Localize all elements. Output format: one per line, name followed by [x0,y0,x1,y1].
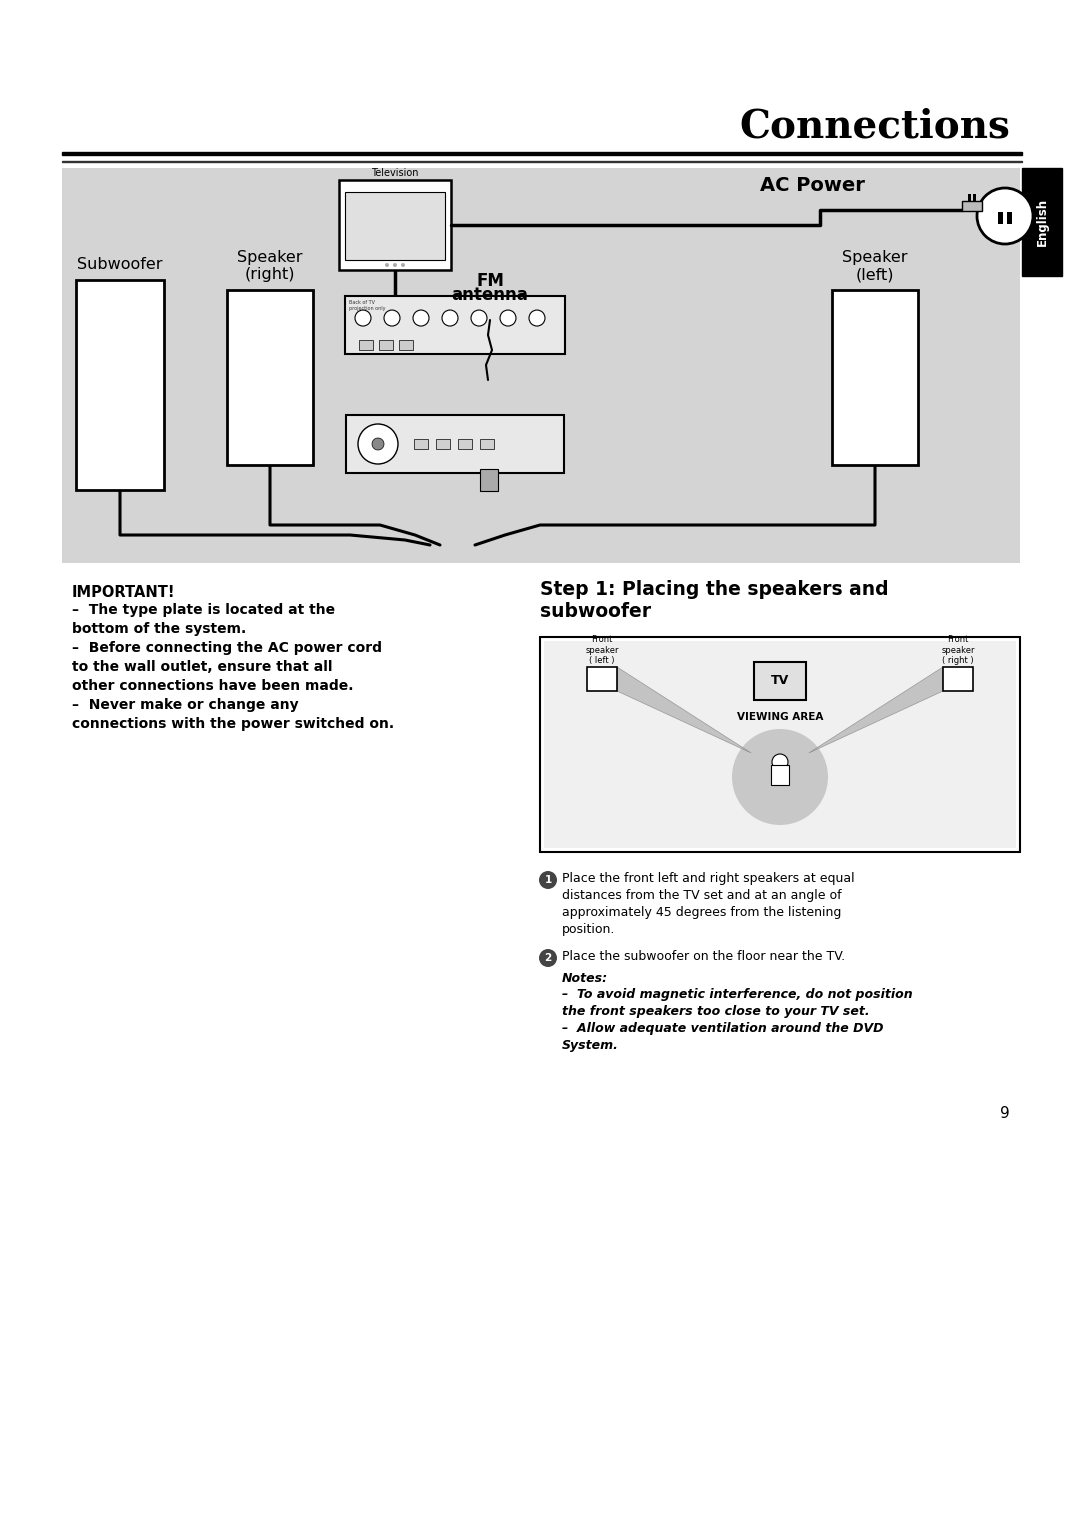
Bar [588,668,617,691]
Text: bottom of the system.: bottom of the system. [72,622,246,636]
Circle shape [413,310,429,325]
Bar [346,416,564,474]
Text: Step 1: Placing the speakers and: Step 1: Placing the speakers and [540,581,889,599]
Circle shape [393,263,397,267]
Circle shape [442,310,458,325]
Text: to the wall outlet, ensure that all: to the wall outlet, ensure that all [72,660,333,674]
Circle shape [772,753,788,770]
Bar [968,194,971,202]
Bar [480,439,494,449]
Text: the front speakers too close to your TV set.: the front speakers too close to your TV … [562,1005,869,1018]
Bar [345,193,445,260]
Bar [379,341,393,350]
Bar [544,642,1016,848]
Bar [832,290,918,465]
Circle shape [732,729,828,825]
Bar [540,637,1020,853]
Circle shape [384,310,400,325]
Bar [754,662,806,700]
Text: Front
speaker
( left ): Front speaker ( left ) [585,636,619,665]
Text: VIEWING AREA: VIEWING AREA [737,712,823,723]
Bar [345,296,565,354]
Text: –  Allow adequate ventilation around the DVD: – Allow adequate ventilation around the … [562,1022,883,1034]
Circle shape [539,949,557,967]
Text: other connections have been made.: other connections have been made. [72,678,353,694]
Text: –  Before connecting the AC power cord: – Before connecting the AC power cord [72,642,382,656]
Circle shape [401,263,405,267]
Text: Connections: Connections [739,107,1010,145]
Bar [62,168,1020,562]
Bar [458,439,472,449]
Text: 2: 2 [544,953,552,963]
Text: –  The type plate is located at the: – The type plate is located at the [72,604,335,617]
Text: connections with the power switched on.: connections with the power switched on. [72,717,394,730]
Text: FM: FM [476,272,504,290]
Bar [227,290,313,465]
Text: Front
speaker
( right ): Front speaker ( right ) [942,636,975,665]
Text: approximately 45 degrees from the listening: approximately 45 degrees from the listen… [562,906,841,918]
Text: English: English [1036,199,1049,246]
Bar [771,766,789,785]
Text: AC Power: AC Power [760,176,865,196]
Bar [943,668,973,691]
Circle shape [539,871,557,889]
Text: System.: System. [562,1039,619,1051]
Circle shape [977,188,1032,244]
Polygon shape [617,668,752,753]
Bar [76,280,164,490]
Text: Back of TV
projection only: Back of TV projection only [349,299,386,310]
Text: antenna: antenna [451,286,528,304]
Bar [998,212,1003,225]
Text: 9: 9 [1000,1106,1010,1122]
Text: 1: 1 [544,876,552,885]
Text: Subwoofer: Subwoofer [78,257,163,272]
Circle shape [355,310,372,325]
Bar [1022,168,1062,277]
Circle shape [471,310,487,325]
Bar [62,151,1022,154]
Text: Speaker
(right): Speaker (right) [238,249,302,283]
Circle shape [384,263,389,267]
Bar [414,439,428,449]
Text: –  To avoid magnetic interference, do not position: – To avoid magnetic interference, do not… [562,989,913,1001]
Circle shape [500,310,516,325]
Text: Speaker
(left): Speaker (left) [842,249,908,283]
Bar [480,469,498,490]
Bar [359,341,373,350]
Bar [1007,212,1012,225]
Text: IMPORTANT!: IMPORTANT! [72,585,175,601]
Text: TV: TV [771,674,789,688]
Circle shape [529,310,545,325]
Bar [436,439,450,449]
Text: Place the subwoofer on the floor near the TV.: Place the subwoofer on the floor near th… [562,950,846,963]
Text: Place the front left and right speakers at equal: Place the front left and right speakers … [562,872,854,885]
Text: Notes:: Notes: [562,972,608,986]
Text: subwoofer: subwoofer [540,602,651,620]
Polygon shape [809,668,943,753]
Bar [339,180,451,270]
Text: position.: position. [562,923,616,937]
Text: distances from the TV set and at an angle of: distances from the TV set and at an angl… [562,889,841,902]
Text: Television: Television [372,168,419,177]
Text: –  Never make or change any: – Never make or change any [72,698,299,712]
Circle shape [357,423,399,465]
Bar [973,194,976,202]
Bar [962,202,982,211]
Circle shape [372,439,384,451]
Bar [399,341,413,350]
